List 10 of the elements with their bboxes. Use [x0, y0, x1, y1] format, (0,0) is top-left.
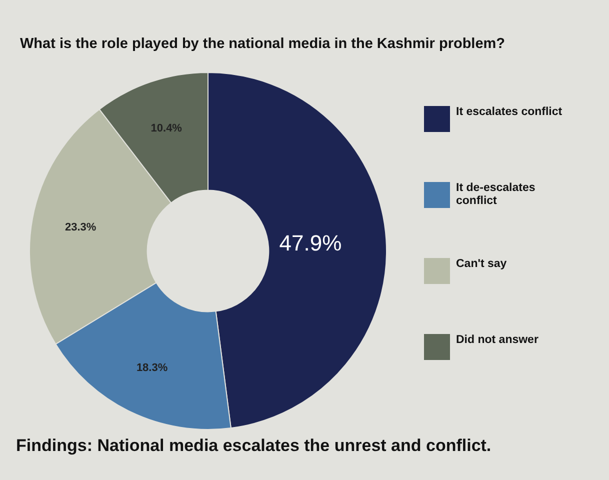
- chart-title: What is the role played by the national media in the Kashmir problem?: [20, 36, 506, 52]
- text: Findings: National media escalates the unrest and conflict.: [16, 436, 492, 456]
- legend-label: It de-escalates conflict: [456, 182, 536, 208]
- legend-label: It escalates conflict: [456, 106, 564, 119]
- legend-label: Can't say: [456, 258, 508, 271]
- legend-label: Did not answer: [456, 334, 540, 347]
- data-label: 47.9%: [279, 230, 342, 256]
- data-label: 23.3%: [64, 221, 96, 234]
- data-label: 10.4%: [150, 122, 182, 134]
- data-label: 18.3%: [136, 362, 168, 374]
